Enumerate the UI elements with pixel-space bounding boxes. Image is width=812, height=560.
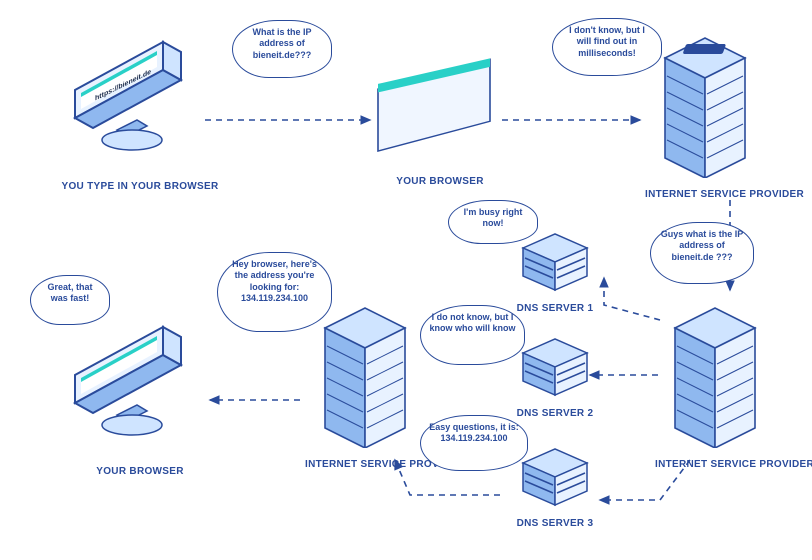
node-isp-top: INTERNET SERVICE PROVIDER	[645, 28, 765, 200]
node-browser-window: YOUR BROWSER	[370, 55, 510, 187]
label-browser-window: YOUR BROWSER	[370, 176, 510, 187]
bubble-text: Great, that was fast!	[47, 282, 92, 303]
label-monitor-result: YOUR BROWSER	[55, 466, 225, 477]
bubble-q-ip: What is the IP address of bieneit.de???	[232, 20, 332, 78]
label-dns3: DNS SERVER 3	[505, 518, 605, 529]
bubble-text: I'm busy right now!	[464, 207, 523, 228]
label-isp-right: INTERNET SERVICE PROVIDER	[655, 459, 775, 470]
node-monitor-typing: https://bieneit.de YOU TYPE IN YOUR BROW…	[55, 30, 225, 192]
bubble-text: Guys what is the IP address of bieneit.d…	[661, 229, 744, 262]
server-short-icon	[515, 230, 595, 292]
bubble-great: Great, that was fast!	[30, 275, 110, 325]
bubble-heybrowser: Hey browser, here's the address you're l…	[217, 252, 332, 332]
monitor-icon	[55, 30, 225, 170]
server-tall-icon	[665, 298, 765, 448]
bubble-guys: Guys what is the IP address of bieneit.d…	[650, 222, 754, 284]
bubble-text: What is the IP address of bieneit.de???	[252, 27, 311, 60]
server-short-icon	[515, 335, 595, 397]
bubble-text: Hey browser, here's the address you're l…	[232, 259, 317, 303]
server-tall-icon	[315, 298, 415, 448]
node-isp-left: INTERNET SERVICE PROVIDER	[305, 298, 425, 470]
arrow-isp2b-dns1	[604, 278, 660, 320]
bubble-findout: I don't know, but I will find out in mil…	[552, 18, 662, 76]
bubble-text: I do not know, but I know who will know	[429, 312, 515, 333]
bubble-answer: Easy questions, it is: 134.119.234.100	[420, 415, 528, 471]
node-dns1: DNS SERVER 1	[505, 230, 605, 314]
bubble-text: I don't know, but I will find out in mil…	[569, 25, 645, 58]
label-dns1: DNS SERVER 1	[505, 303, 605, 314]
server-tall-icon	[655, 28, 755, 178]
node-monitor-result: YOUR BROWSER	[55, 315, 225, 477]
label-dns2: DNS SERVER 2	[505, 408, 605, 419]
server-short-icon	[515, 445, 595, 507]
label-isp-top: INTERNET SERVICE PROVIDER	[645, 189, 765, 200]
monitor-icon	[55, 315, 225, 455]
browser-window-icon	[370, 55, 510, 165]
bubble-knowwho: I do not know, but I know who will know	[420, 305, 525, 365]
label-isp-left: INTERNET SERVICE PROVIDER	[305, 459, 425, 470]
label-monitor-typing: YOU TYPE IN YOUR BROWSER	[55, 181, 225, 192]
bubble-busy: I'm busy right now!	[448, 200, 538, 244]
node-isp-right: INTERNET SERVICE PROVIDER	[655, 298, 775, 470]
bubble-text: Easy questions, it is: 134.119.234.100	[429, 422, 519, 443]
